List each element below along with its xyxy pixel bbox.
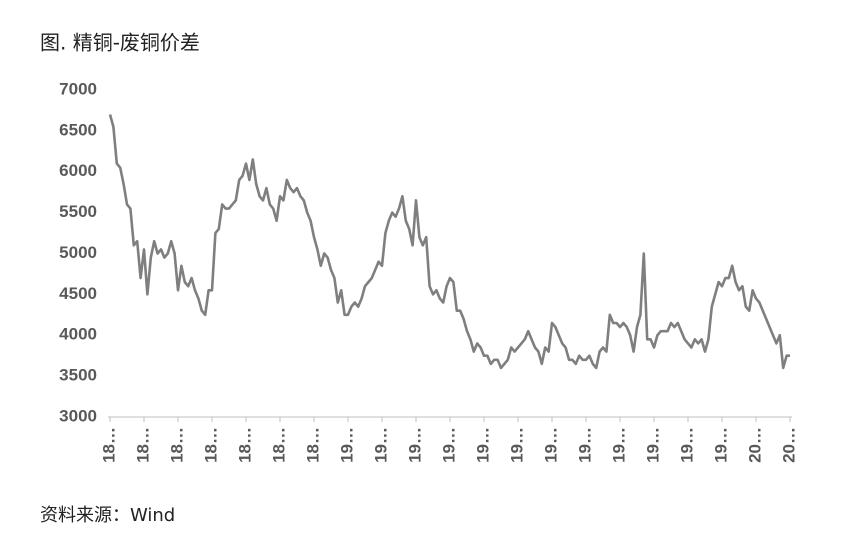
x-tick-label: 19… — [371, 427, 390, 463]
x-tick-label: 19… — [337, 427, 356, 463]
x-tick-label: 19… — [473, 427, 492, 463]
x-tick-label: 20… — [779, 427, 798, 463]
source-note: 资料来源：Wind — [40, 505, 175, 526]
y-tick-label: 4500 — [59, 284, 97, 303]
chart-title: 图. 精铜-废铜价差 — [40, 31, 200, 55]
x-tick-label: 19… — [609, 427, 628, 463]
x-tick-label: 19… — [643, 427, 662, 463]
x-tick-label: 18… — [99, 427, 118, 463]
x-tick-label: 18… — [303, 427, 322, 463]
x-tick-label: 18… — [133, 427, 152, 463]
y-tick-label: 3500 — [59, 366, 97, 385]
y-tick-label: 5500 — [59, 202, 97, 221]
y-tick-label: 7000 — [59, 79, 97, 98]
x-tick-label: 19… — [541, 427, 560, 463]
y-tick-label: 6500 — [59, 120, 97, 139]
x-tick-label: 18… — [167, 427, 186, 463]
y-tick-label: 4000 — [59, 325, 97, 344]
x-tick-label: 19… — [439, 427, 458, 463]
x-tick-label: 18… — [269, 427, 288, 463]
x-tick-label: 19… — [711, 427, 730, 463]
y-tick-label: 6000 — [59, 161, 97, 180]
y-tick-label: 3000 — [59, 406, 97, 425]
x-tick-label: 19… — [405, 427, 424, 463]
x-tick-label: 18… — [201, 427, 220, 463]
y-tick-label: 5000 — [59, 243, 97, 262]
x-tick-label: 19… — [677, 427, 696, 463]
x-tick-label: 19… — [507, 427, 526, 463]
x-tick-label: 20… — [745, 427, 764, 463]
x-tick-label: 19… — [575, 427, 594, 463]
line-series — [108, 114, 790, 370]
x-tick-label: 18… — [235, 427, 254, 463]
